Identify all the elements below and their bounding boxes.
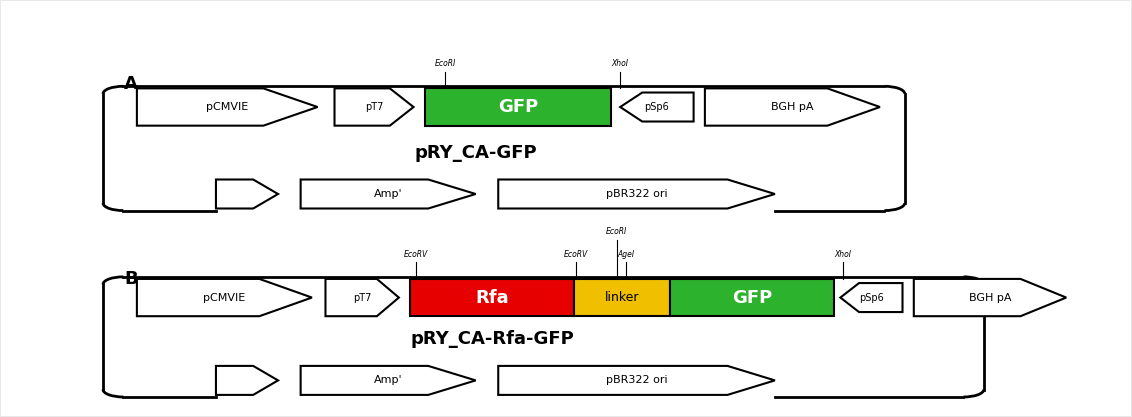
Polygon shape xyxy=(216,366,278,395)
Text: pCMVIE: pCMVIE xyxy=(206,102,248,112)
Text: EcoRV: EcoRV xyxy=(404,250,428,259)
Text: Amp': Amp' xyxy=(374,189,403,199)
Bar xyxy=(574,279,670,316)
Text: pRY_CA-Rfa-GFP: pRY_CA-Rfa-GFP xyxy=(411,330,574,348)
Text: pRY_CA-GFP: pRY_CA-GFP xyxy=(414,143,537,161)
Text: BGH pA: BGH pA xyxy=(969,293,1011,303)
Polygon shape xyxy=(137,279,312,316)
Text: XhoI: XhoI xyxy=(611,60,628,68)
Text: BGH pA: BGH pA xyxy=(771,102,814,112)
Polygon shape xyxy=(216,179,278,208)
Text: pCMVIE: pCMVIE xyxy=(204,293,246,303)
Text: pBR322 ori: pBR322 ori xyxy=(606,375,668,385)
Text: AgeI: AgeI xyxy=(617,250,634,259)
Text: pSp6: pSp6 xyxy=(859,293,884,303)
Text: EcoRI: EcoRI xyxy=(435,60,456,68)
Text: EcoRV: EcoRV xyxy=(564,250,589,259)
Polygon shape xyxy=(705,88,880,126)
Text: Amp': Amp' xyxy=(374,375,403,385)
Text: XhoI: XhoI xyxy=(834,250,851,259)
Text: pT7: pT7 xyxy=(365,102,384,112)
Text: A: A xyxy=(125,75,138,93)
Text: pBR322 ori: pBR322 ori xyxy=(606,189,668,199)
Text: B: B xyxy=(125,270,138,288)
Polygon shape xyxy=(840,283,902,312)
Text: EcoRI: EcoRI xyxy=(607,227,627,236)
Polygon shape xyxy=(301,366,475,395)
Bar xyxy=(410,279,574,316)
Polygon shape xyxy=(335,88,413,126)
Text: GFP: GFP xyxy=(498,98,538,116)
Text: pT7: pT7 xyxy=(353,293,371,303)
Polygon shape xyxy=(301,179,475,208)
Bar xyxy=(670,279,833,316)
Text: GFP: GFP xyxy=(731,289,772,306)
Text: pSp6: pSp6 xyxy=(644,102,669,112)
Polygon shape xyxy=(914,279,1066,316)
Polygon shape xyxy=(498,366,775,395)
Polygon shape xyxy=(498,179,775,208)
Polygon shape xyxy=(326,279,398,316)
Text: Rfa: Rfa xyxy=(475,289,509,306)
Polygon shape xyxy=(137,88,318,126)
Text: linker: linker xyxy=(604,291,640,304)
Polygon shape xyxy=(620,93,694,121)
Bar xyxy=(424,88,611,126)
